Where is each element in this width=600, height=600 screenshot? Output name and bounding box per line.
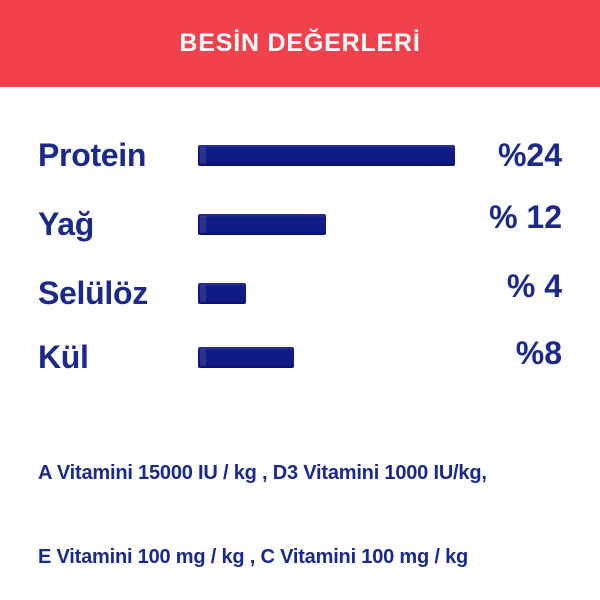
row-value: % 4 — [506, 268, 562, 304]
bar-yag — [198, 214, 326, 235]
bar-track — [198, 283, 454, 304]
nutrition-bar-chart: Protein %24 Yağ % 12 Selülöz % 4 Kül — [0, 87, 600, 386]
chart-row-kul: Kül %8 — [38, 328, 562, 386]
bar-track — [198, 145, 455, 166]
bar-seluloz — [198, 283, 246, 304]
row-value: %24 — [497, 137, 562, 173]
header-band: BESİN DEĞERLERİ — [0, 0, 600, 87]
row-label: Protein — [38, 137, 147, 173]
vitamins-line-1: A Vitamini 15000 IU / kg , D3 Vitamini 1… — [38, 462, 487, 484]
vitamins-line-2: E Vitamini 100 mg / kg , C Vitamini 100 … — [38, 546, 469, 568]
chart-row-seluloz: Selülöz % 4 — [38, 259, 562, 328]
bar-track — [198, 214, 454, 235]
vitamins-footnote: A Vitamini 15000 IU / kg , D3 Vitamini 1… — [0, 403, 600, 600]
page-title: BESİN DEĞERLERİ — [179, 29, 421, 57]
row-label: Kül — [38, 338, 89, 375]
row-value: % 12 — [489, 199, 562, 235]
row-label: Yağ — [38, 206, 95, 242]
row-value: %8 — [515, 334, 562, 371]
bar-protein — [198, 145, 455, 166]
row-label: Selülöz — [38, 275, 148, 311]
bar-track — [198, 346, 454, 368]
chart-row-yag: Yağ % 12 — [38, 190, 562, 259]
bar-kul — [198, 346, 294, 368]
chart-row-protein: Protein %24 — [38, 121, 562, 190]
